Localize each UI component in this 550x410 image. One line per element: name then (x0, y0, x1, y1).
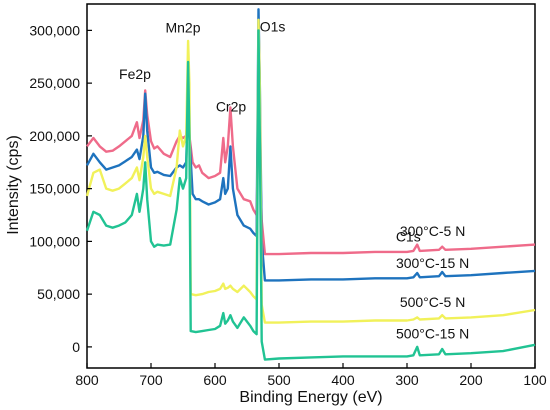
series-line-2 (85, 18, 536, 324)
annotation-label: Cr2p (216, 99, 247, 115)
annotation-label: 300°C-15 N (396, 255, 469, 271)
y-tick-label: 100,000 (29, 233, 80, 249)
y-tick-label: 150,000 (29, 181, 80, 197)
plot-area (86, 3, 536, 369)
x-tick-label: 700 (139, 372, 163, 388)
annotation-label: 500°C-5 N (400, 294, 466, 310)
plot-border (86, 3, 536, 369)
annotation-label: Mn2p (165, 19, 200, 35)
annotation-label: Fe2p (119, 66, 151, 82)
y-tick-label: 200,000 (29, 128, 80, 144)
y-tick-label: 300,000 (29, 22, 80, 38)
y-axis-title: Intensity (cps) (5, 135, 22, 235)
x-tick-label: 500 (267, 372, 291, 388)
annotation-label: O1s (260, 18, 286, 34)
y-tick-label: 250,000 (29, 75, 80, 91)
series-line-1 (85, 8, 536, 282)
x-tick-label: 400 (331, 372, 355, 388)
x-tick-label: 200 (459, 372, 483, 388)
y-tick-label: 0 (72, 339, 80, 355)
annotation-label: 500°C-15 N (396, 325, 469, 341)
y-axis: 0 50,000 100,000 150,000 200,000 250,000 300,0… (29, 22, 92, 355)
annotation-label: C1s (396, 228, 421, 244)
annotation-label: 300°C-5 N (400, 223, 466, 239)
series-layer (85, 8, 536, 361)
series-line-0 (86, 89, 536, 256)
series-line-3 (85, 29, 536, 361)
x-axis: 800 700 600 500 400 300 200 100 (75, 363, 547, 388)
x-tick-label: 300 (395, 372, 419, 388)
x-tick-label: 800 (75, 372, 99, 388)
x-axis-title: Binding Energy (eV) (239, 389, 382, 406)
x-tick-label: 100 (523, 372, 547, 388)
x-tick-label: 600 (203, 372, 227, 388)
y-tick-label: 50,000 (37, 286, 80, 302)
